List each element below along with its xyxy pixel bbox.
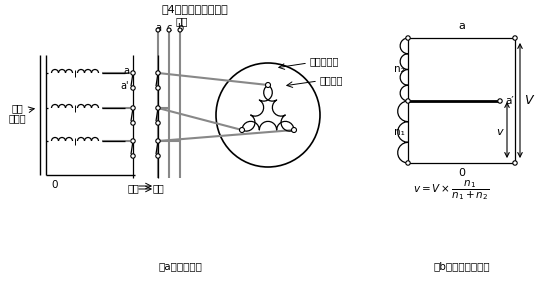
Circle shape [513,161,517,165]
Circle shape [406,99,410,103]
Circle shape [406,36,410,40]
Circle shape [131,154,135,158]
Text: （b）　単巻変圧器: （b） 単巻変圧器 [433,261,490,271]
Circle shape [266,83,271,88]
Circle shape [498,99,502,103]
Text: 始動: 始動 [11,103,23,113]
Text: 0: 0 [458,168,465,178]
Circle shape [131,106,135,110]
Text: n₁: n₁ [394,127,405,137]
Text: c: c [166,23,172,33]
Text: （a）　結線図: （a） 結線図 [158,261,202,271]
Text: a: a [458,21,465,31]
Circle shape [156,106,160,110]
Circle shape [131,86,135,90]
Text: v: v [496,127,503,137]
Circle shape [156,121,160,125]
Circle shape [156,154,160,158]
Circle shape [131,139,135,143]
Text: a: a [123,66,129,76]
Text: V: V [524,94,532,107]
Circle shape [131,121,135,125]
Text: a′: a′ [505,96,514,106]
Text: $v=V\times\dfrac{n_1}{n_1+n_2}$: $v=V\times\dfrac{n_1}{n_1+n_2}$ [413,178,490,202]
Circle shape [292,127,296,132]
Circle shape [216,63,320,167]
Text: 一次巻線: 一次巻線 [320,75,343,85]
Circle shape [156,71,160,75]
Text: 運転: 運転 [152,183,164,193]
Text: 始動: 始動 [127,183,139,193]
Circle shape [156,139,160,143]
Circle shape [513,36,517,40]
Text: n₂: n₂ [394,64,405,74]
Text: a: a [155,23,161,33]
Circle shape [167,28,171,32]
Circle shape [240,127,245,132]
Circle shape [131,71,135,75]
Circle shape [156,86,160,90]
Text: b: b [177,23,183,33]
Text: 第4図　始動補償器法: 第4図 始動補償器法 [161,4,228,14]
Circle shape [406,161,410,165]
Circle shape [156,28,160,32]
Text: 補償器: 補償器 [8,113,26,123]
Circle shape [178,28,182,32]
Text: a': a' [120,81,129,91]
Text: 誘導電動機: 誘導電動機 [310,56,339,66]
Text: 0: 0 [52,180,58,190]
Text: 電源: 電源 [176,16,188,26]
